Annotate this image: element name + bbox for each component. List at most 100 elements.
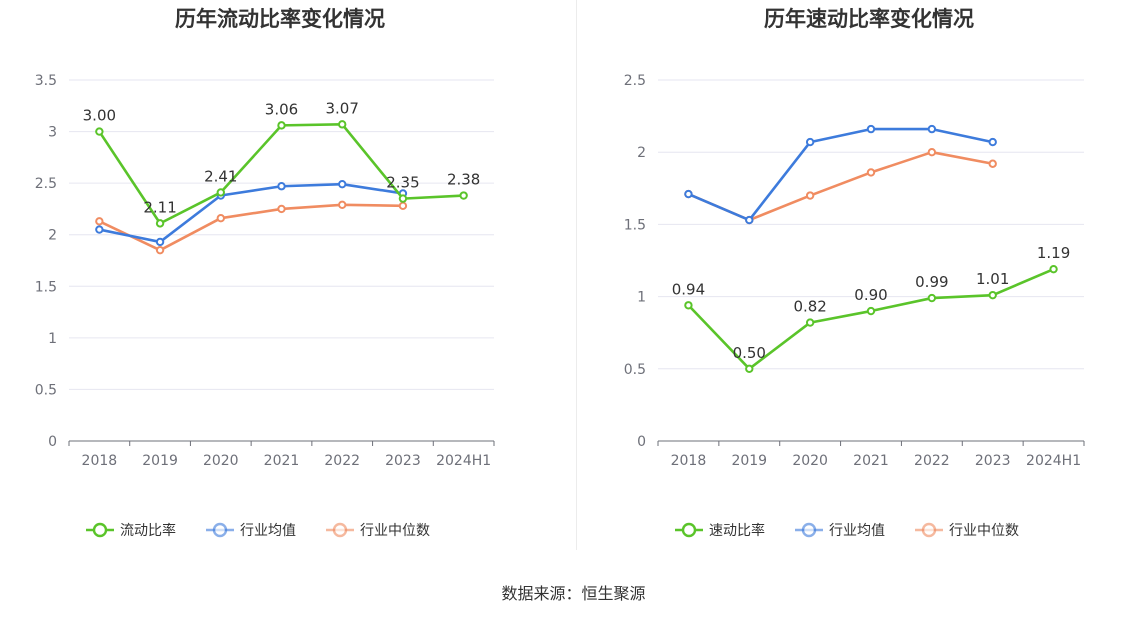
x-tick-label: 2022 bbox=[324, 453, 360, 469]
legend-label: 行业中位数 bbox=[949, 523, 1019, 539]
y-tick-label: 1.5 bbox=[35, 279, 57, 295]
data-point-industry-median[interactable] bbox=[95, 217, 104, 226]
data-point-primary[interactable] bbox=[684, 301, 693, 310]
data-point-primary[interactable] bbox=[216, 188, 225, 197]
data-label: 1.01 bbox=[976, 270, 1009, 288]
y-tick-label: 0 bbox=[637, 434, 646, 450]
x-tick-label: 2024H1 bbox=[1026, 453, 1081, 469]
data-point-industry-average[interactable] bbox=[805, 137, 815, 147]
legend-label: 行业均值 bbox=[829, 523, 885, 539]
chart-title: 历年流动比率变化情况 bbox=[175, 7, 385, 31]
data-point-primary[interactable] bbox=[927, 293, 937, 303]
x-tick-label: 2019 bbox=[142, 453, 178, 469]
data-point-primary[interactable] bbox=[745, 364, 754, 373]
data-point-industry-average[interactable] bbox=[988, 137, 997, 147]
x-tick-label: 2020 bbox=[792, 453, 828, 469]
quick-ratio-chart: 历年速动比率变化情况 0 0.5 1 1.5 2 2.5 2018 2019 2020 2021 20… bbox=[624, 7, 1085, 539]
legend-marker-icon bbox=[801, 522, 817, 538]
data-point-industry-median[interactable] bbox=[866, 168, 876, 177]
data-point-primary[interactable] bbox=[805, 318, 815, 327]
data-point-primary[interactable] bbox=[459, 191, 468, 200]
data-point-primary[interactable] bbox=[155, 219, 165, 228]
data-point-industry-median[interactable] bbox=[927, 148, 937, 157]
x-tick-label: 2018 bbox=[82, 453, 118, 469]
legend-item-industry-average[interactable]: 行业均值 bbox=[795, 522, 885, 539]
data-label: 0.94 bbox=[672, 280, 705, 298]
data-label: 1.19 bbox=[1037, 244, 1070, 262]
data-point-primary[interactable] bbox=[988, 290, 997, 300]
x-tick-label: 2018 bbox=[671, 453, 707, 469]
data-point-industry-median[interactable] bbox=[277, 204, 286, 214]
legend-marker-icon bbox=[92, 522, 108, 538]
y-tick-label: 1 bbox=[637, 290, 646, 306]
data-point-industry-median[interactable] bbox=[398, 201, 408, 211]
x-tick-label: 2022 bbox=[914, 453, 950, 469]
y-tick-label: 3 bbox=[48, 125, 57, 141]
legend-item-industry-median[interactable]: 行业中位数 bbox=[326, 522, 430, 539]
series-line-industry-average bbox=[687, 127, 993, 222]
data-point-primary[interactable] bbox=[338, 120, 347, 129]
data-label: 2.35 bbox=[386, 174, 419, 192]
data-label: 2.38 bbox=[447, 171, 480, 189]
legend-label: 速动比率 bbox=[709, 522, 765, 539]
data-label: 0.50 bbox=[733, 344, 766, 362]
current-ratio-chart: 历年流动比率变化情况 0 0.5 1 1.5 2 2.5 3 3.5 2018 2019 2020 20… bbox=[35, 7, 495, 539]
y-tick-label: 2.5 bbox=[624, 73, 646, 89]
data-point-industry-median[interactable] bbox=[988, 159, 997, 168]
data-point-primary[interactable] bbox=[277, 121, 286, 130]
data-label: 2.11 bbox=[143, 198, 176, 216]
chart-divider bbox=[576, 0, 577, 550]
data-point-industry-average[interactable] bbox=[155, 237, 165, 247]
data-point-industry-average[interactable] bbox=[927, 124, 937, 134]
y-tick-label: 1 bbox=[48, 331, 57, 347]
data-point-industry-median[interactable] bbox=[216, 214, 225, 223]
source-note: 数据来源：恒生聚源 bbox=[501, 584, 646, 603]
chart-title: 历年速动比率变化情况 bbox=[764, 7, 974, 31]
y-tick-label: 1.5 bbox=[624, 217, 646, 233]
data-point-industry-average[interactable] bbox=[277, 182, 286, 191]
data-point-primary[interactable] bbox=[866, 306, 876, 316]
data-label: 0.99 bbox=[915, 273, 948, 291]
data-point-primary[interactable] bbox=[1049, 264, 1058, 274]
data-label: 2.41 bbox=[204, 167, 237, 185]
y-tick-label: 2 bbox=[637, 145, 646, 161]
data-point-industry-average[interactable] bbox=[684, 189, 693, 199]
data-point-industry-average[interactable] bbox=[338, 179, 347, 189]
legend-marker-icon bbox=[921, 522, 937, 538]
x-tick-label: 2023 bbox=[385, 453, 421, 469]
legend-label: 流动比率 bbox=[120, 522, 176, 539]
x-tick-label: 2023 bbox=[975, 453, 1011, 469]
y-tick-label: 0 bbox=[48, 434, 57, 450]
x-tick-label: 2019 bbox=[731, 453, 767, 469]
series-line-industry-median bbox=[98, 203, 403, 252]
legend-marker-icon bbox=[681, 522, 697, 538]
data-point-primary[interactable] bbox=[95, 127, 104, 136]
legend-item-industry-average[interactable]: 行业均值 bbox=[206, 522, 296, 539]
legend-label: 行业均值 bbox=[240, 523, 296, 539]
data-point-industry-average[interactable] bbox=[866, 124, 876, 134]
x-tick-label: 2020 bbox=[203, 453, 239, 469]
series-line-industry-average bbox=[99, 182, 404, 244]
data-label: 0.82 bbox=[793, 298, 826, 316]
x-tick-label: 2021 bbox=[264, 453, 300, 469]
data-point-primary[interactable] bbox=[398, 194, 408, 203]
data-point-industry-average[interactable] bbox=[95, 225, 104, 234]
legend-item-primary[interactable]: 流动比率 bbox=[86, 522, 176, 539]
y-tick-label: 0.5 bbox=[624, 362, 646, 378]
legend-item-primary[interactable]: 速动比率 bbox=[675, 522, 765, 539]
x-tick-label: 2024H1 bbox=[436, 453, 491, 469]
legend-marker-icon bbox=[212, 522, 228, 538]
legend-item-industry-median[interactable]: 行业中位数 bbox=[915, 522, 1019, 539]
data-point-industry-median[interactable] bbox=[338, 200, 347, 210]
legend-marker-icon bbox=[332, 522, 348, 538]
y-tick-label: 2.5 bbox=[35, 176, 57, 192]
data-point-industry-average[interactable] bbox=[745, 215, 754, 225]
y-tick-label: 2 bbox=[48, 228, 57, 244]
data-point-industry-median[interactable] bbox=[805, 191, 815, 200]
data-label: 0.90 bbox=[854, 286, 887, 304]
data-point-industry-median[interactable] bbox=[155, 245, 165, 255]
y-tick-label: 3.5 bbox=[35, 73, 57, 89]
x-tick-label: 2021 bbox=[853, 453, 889, 469]
series-line-industry-median bbox=[687, 150, 993, 222]
y-tick-label: 0.5 bbox=[35, 382, 57, 398]
